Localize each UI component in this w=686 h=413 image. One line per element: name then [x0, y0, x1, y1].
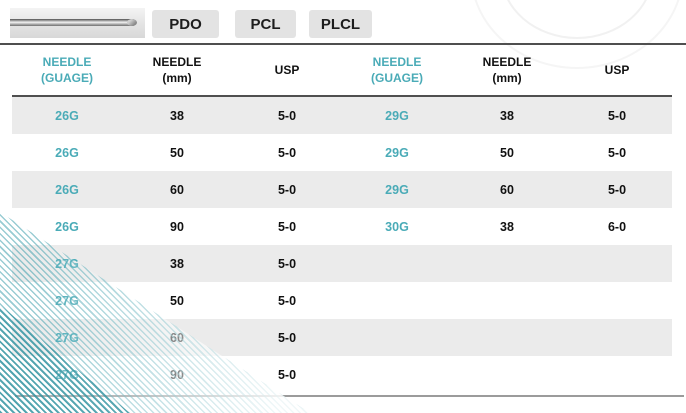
cell-mm: 38	[170, 108, 184, 123]
tab-pcl[interactable]: PCL	[235, 10, 296, 38]
cell-mm: 60	[170, 182, 184, 197]
header-needle-guage-left: NEEDLE (GUAGE)	[41, 54, 93, 85]
cell-mm: 38	[500, 219, 514, 234]
cell-usp: 5-0	[277, 367, 297, 382]
cell-guage: 26G	[55, 108, 79, 123]
table-row: 27G 60 5-0	[12, 319, 672, 356]
cell-usp: 5-0	[607, 108, 627, 123]
table-body: 26G 38 5-0 29G 38 5-0 26G 50 5-0 29G 50 …	[12, 97, 672, 393]
cell-mm: 50	[170, 293, 184, 308]
cell-guage: 27G	[55, 256, 79, 271]
table-row: 27G 90 5-0	[12, 356, 672, 393]
header-needle-mm-right: NEEDLE (mm)	[482, 54, 532, 85]
cell-guage: 27G	[55, 330, 79, 345]
needle-image	[10, 8, 145, 38]
cell-usp: 5-0	[277, 330, 297, 345]
cell-guage: 27G	[55, 367, 79, 382]
cell-guage: 29G	[385, 145, 409, 160]
table-row: 26G 90 5-0 30G 38 6-0	[12, 208, 672, 245]
cell-usp: 5-0	[277, 219, 297, 234]
table-row: 27G 38 5-0	[12, 245, 672, 282]
needle-shaft-graphic	[10, 19, 137, 26]
table-row: 26G 38 5-0 29G 38 5-0	[12, 97, 672, 134]
cell-guage: 26G	[55, 145, 79, 160]
header-usp-right: USP	[604, 62, 630, 77]
header-needle-guage-right: NEEDLE (GUAGE)	[371, 54, 423, 85]
header-usp-left: USP	[274, 62, 300, 77]
cell-guage: 27G	[55, 293, 79, 308]
needle-spec-table: NEEDLE (GUAGE) NEEDLE (mm) USP NEEDLE (G…	[12, 45, 672, 393]
cell-mm: 60	[500, 182, 514, 197]
cell-guage: 29G	[385, 108, 409, 123]
cell-usp: 5-0	[607, 145, 627, 160]
cell-mm: 38	[500, 108, 514, 123]
cell-mm: 50	[500, 145, 514, 160]
cell-usp: 5-0	[277, 182, 297, 197]
cell-usp: 6-0	[607, 219, 627, 234]
cell-usp: 5-0	[277, 293, 297, 308]
cell-usp: 5-0	[277, 108, 297, 123]
cell-guage: 30G	[385, 219, 409, 234]
cell-mm: 90	[170, 219, 184, 234]
cell-usp: 5-0	[277, 145, 297, 160]
cell-mm: 60	[170, 330, 184, 345]
cell-mm: 50	[170, 145, 184, 160]
divider-top	[0, 43, 686, 45]
cell-guage: 26G	[55, 182, 79, 197]
cell-guage: 29G	[385, 182, 409, 197]
corner-arc-decoration	[500, 0, 654, 39]
cell-mm: 38	[170, 256, 184, 271]
table-row: 26G 50 5-0 29G 50 5-0	[12, 134, 672, 171]
divider-bottom	[15, 395, 684, 397]
cell-usp: 5-0	[277, 256, 297, 271]
cell-usp: 5-0	[607, 182, 627, 197]
tab-pdo[interactable]: PDO	[152, 10, 219, 38]
cell-mm: 90	[170, 367, 184, 382]
header-needle-mm-left: NEEDLE (mm)	[152, 54, 202, 85]
tab-plcl[interactable]: PLCL	[309, 10, 372, 38]
table-row: 27G 50 5-0	[12, 282, 672, 319]
table-header-row: NEEDLE (GUAGE) NEEDLE (mm) USP NEEDLE (G…	[12, 45, 672, 97]
table-row: 26G 60 5-0 29G 60 5-0	[12, 171, 672, 208]
cell-guage: 26G	[55, 219, 79, 234]
